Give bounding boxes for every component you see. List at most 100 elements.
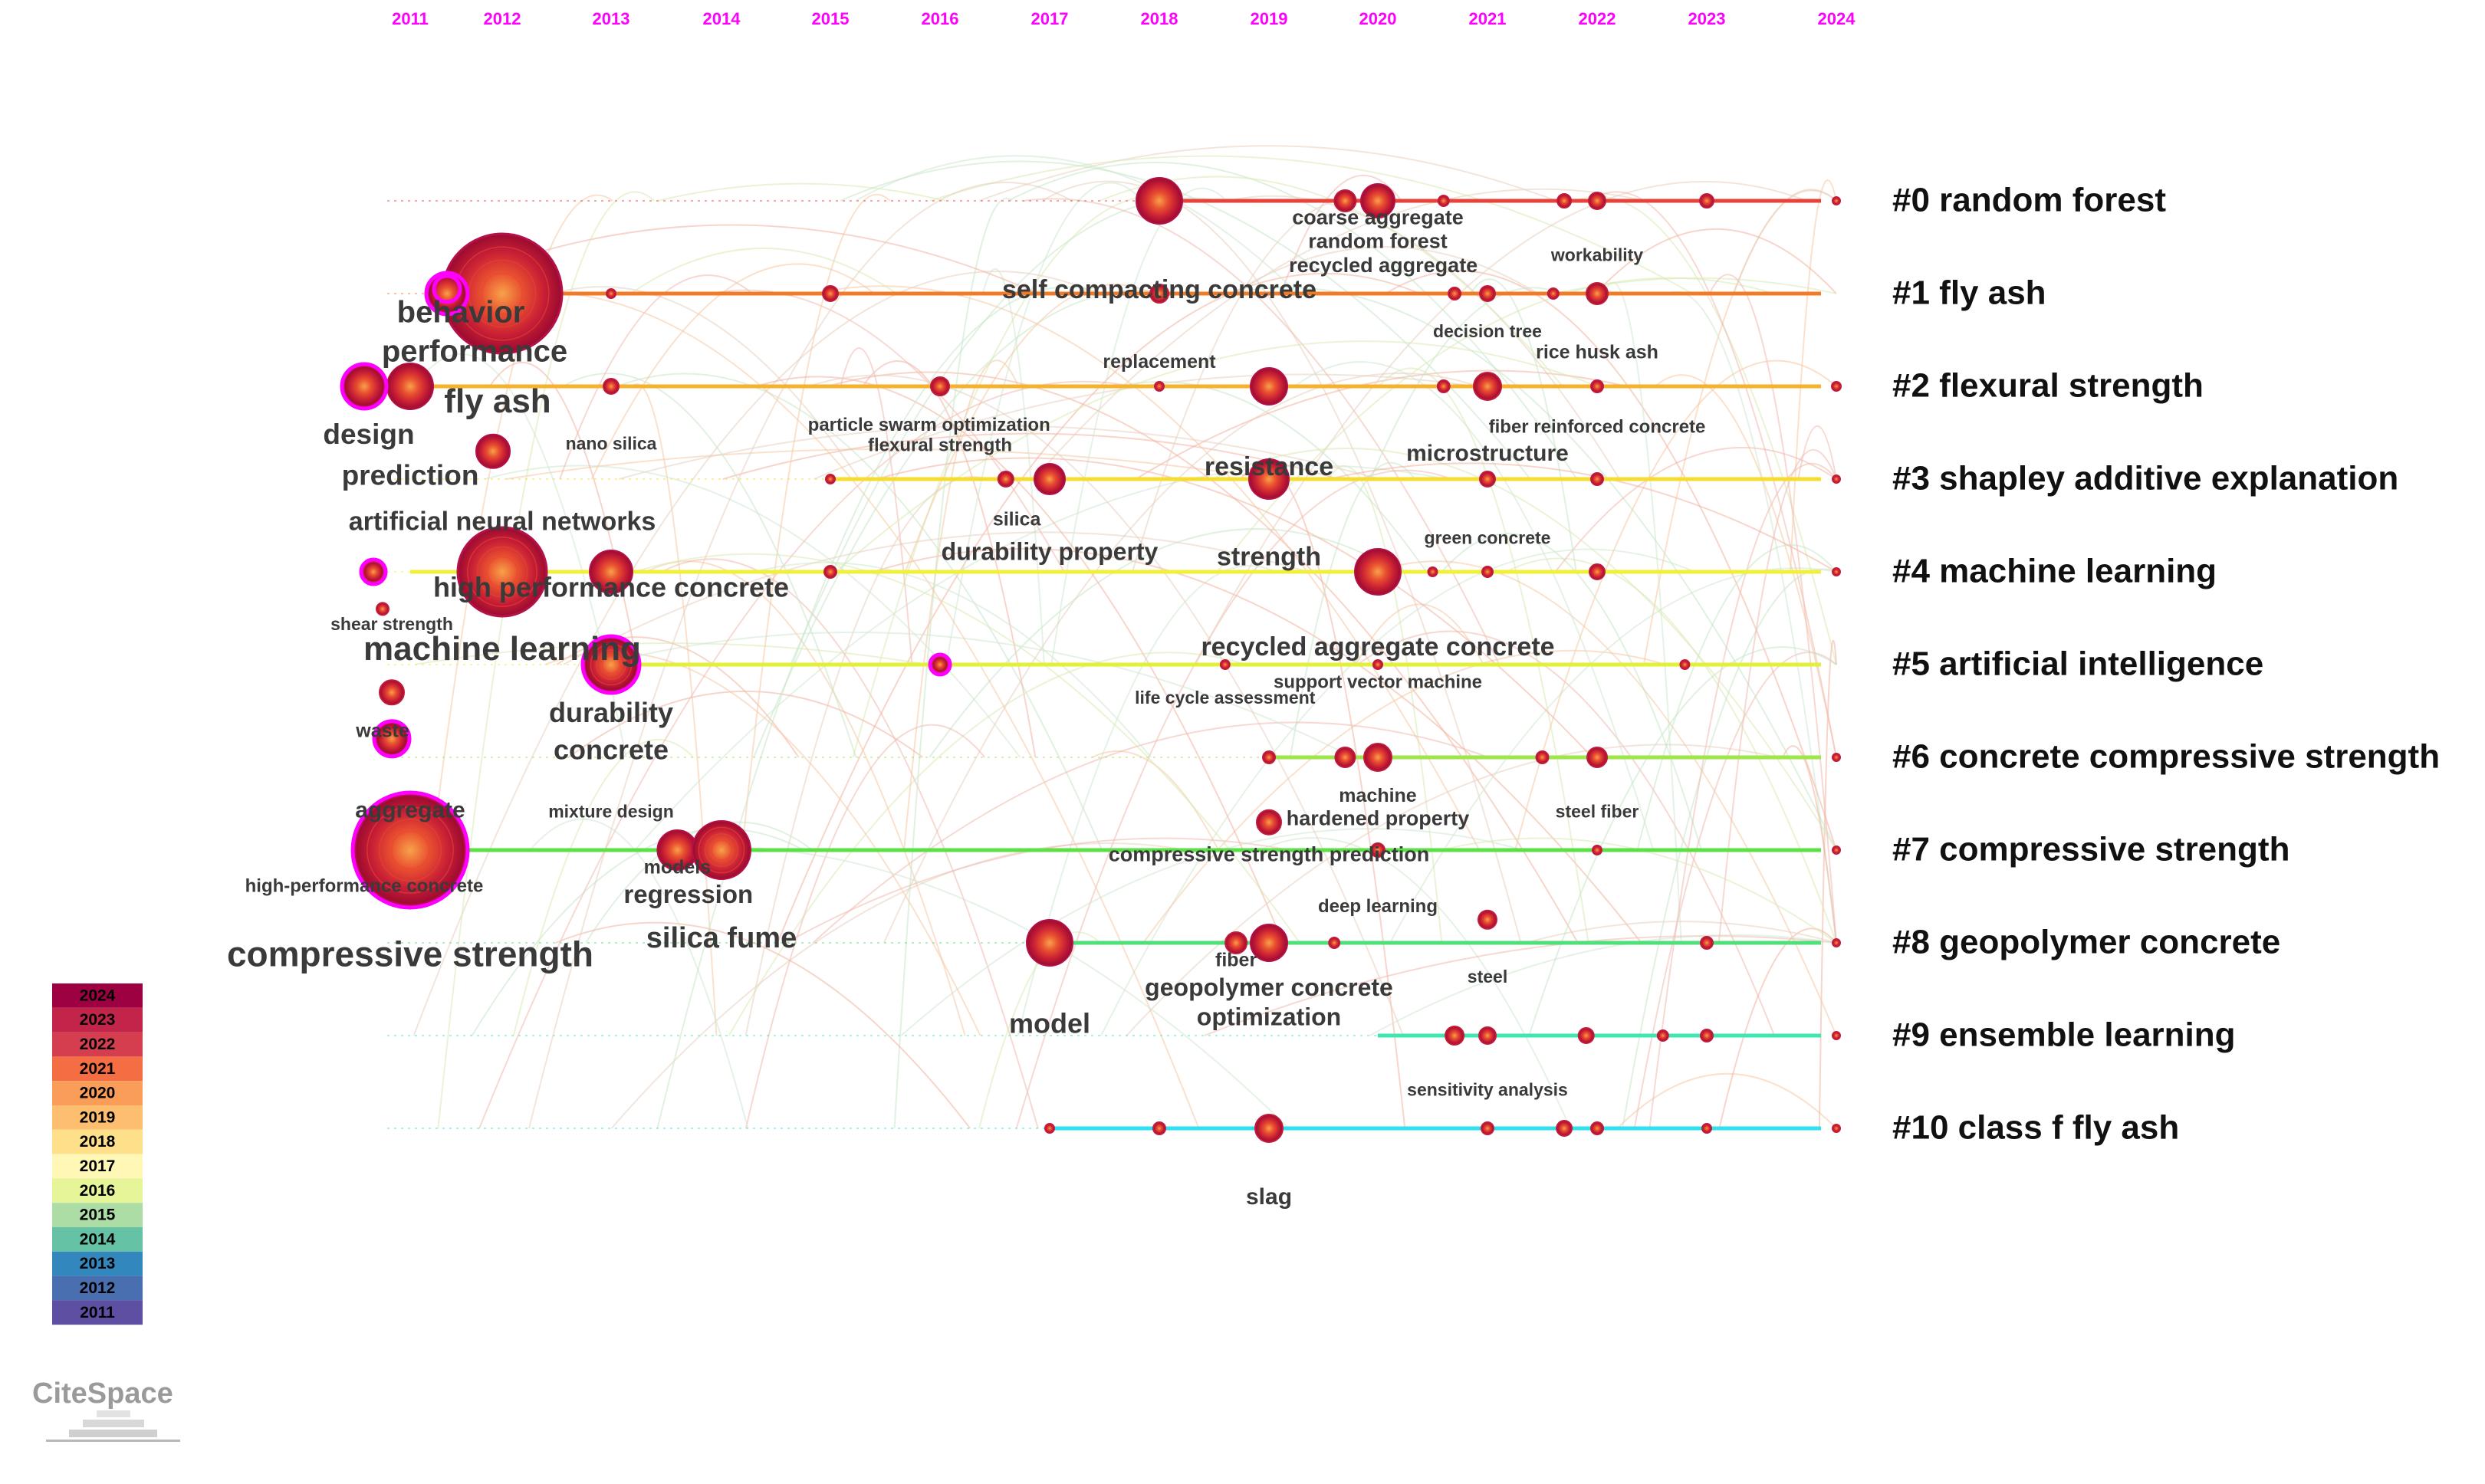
keyword-label: particle swarm optimization — [808, 415, 1050, 435]
citation-node[interactable] — [1832, 1031, 1841, 1040]
citation-node[interactable] — [1832, 1124, 1841, 1133]
citation-node[interactable] — [1445, 1026, 1465, 1046]
citation-node[interactable] — [1832, 938, 1841, 947]
citation-node[interactable] — [1149, 284, 1169, 304]
citation-node[interactable] — [589, 550, 633, 594]
citation-node[interactable] — [1479, 471, 1496, 488]
citation-node[interactable] — [1481, 566, 1494, 578]
citation-node[interactable] — [343, 366, 385, 407]
citation-node[interactable] — [1437, 195, 1450, 207]
citation-node[interactable] — [1590, 1121, 1604, 1135]
citation-node[interactable] — [606, 288, 616, 299]
citation-arc — [1195, 180, 1807, 665]
citation-node[interactable] — [1832, 753, 1841, 762]
citation-node[interactable] — [1026, 919, 1073, 967]
citation-node[interactable] — [1589, 563, 1606, 580]
citation-node[interactable] — [1360, 183, 1395, 218]
citation-node[interactable] — [379, 679, 405, 706]
citation-node[interactable] — [1535, 750, 1550, 764]
citation-node[interactable] — [1656, 1029, 1669, 1042]
citation-node[interactable] — [1479, 285, 1496, 302]
citation-node[interactable] — [1481, 1121, 1494, 1135]
keyword-label: waste — [355, 720, 409, 741]
keyword-label: high-performance concrete — [245, 875, 484, 896]
citation-node[interactable] — [1427, 566, 1438, 577]
citation-node[interactable] — [1478, 1026, 1497, 1045]
citation-node[interactable] — [1699, 193, 1714, 208]
citation-node[interactable] — [1701, 1123, 1712, 1134]
citation-arc — [1204, 935, 1837, 1036]
citation-node[interactable] — [692, 820, 751, 880]
citation-node[interactable] — [1248, 458, 1290, 500]
citation-node[interactable] — [1700, 1029, 1714, 1042]
year-label-2021: 2021 — [1469, 9, 1507, 28]
citation-node[interactable] — [1547, 287, 1560, 300]
citation-node[interactable] — [603, 378, 620, 395]
citation-node[interactable] — [1473, 372, 1502, 401]
citation-arc — [1289, 461, 1415, 758]
citation-node[interactable] — [475, 433, 511, 469]
citation-node[interactable] — [930, 376, 950, 396]
citation-node[interactable] — [1556, 1120, 1573, 1137]
citation-node[interactable] — [1372, 659, 1383, 670]
citation-node[interactable] — [825, 474, 836, 484]
citation-arc — [873, 547, 1642, 944]
citation-node[interactable] — [1154, 381, 1165, 392]
citation-node[interactable] — [823, 565, 837, 579]
citation-arc — [1007, 162, 1578, 480]
citation-node[interactable] — [1478, 909, 1497, 930]
citation-node[interactable] — [1831, 381, 1842, 392]
citation-node[interactable] — [1588, 192, 1606, 210]
citation-node[interactable] — [1262, 750, 1276, 764]
keyword-label: fly ash — [444, 382, 551, 420]
citation-node[interactable] — [1577, 1027, 1595, 1044]
citation-node[interactable] — [353, 793, 467, 907]
citation-node[interactable] — [1592, 845, 1602, 855]
citation-node[interactable] — [1700, 936, 1714, 950]
keyword-label: coarse aggregate — [1292, 205, 1464, 228]
citation-node[interactable] — [932, 656, 948, 673]
burst-ring — [359, 557, 388, 586]
citation-node[interactable] — [1448, 287, 1462, 300]
citation-node[interactable] — [1832, 567, 1841, 576]
citation-node[interactable] — [456, 526, 548, 618]
citation-node[interactable] — [1136, 177, 1183, 225]
citation-node[interactable] — [1354, 548, 1402, 596]
citation-node[interactable] — [1363, 743, 1392, 772]
citation-node[interactable] — [1333, 189, 1357, 212]
citation-node[interactable] — [1586, 747, 1608, 768]
citation-node[interactable] — [363, 561, 384, 583]
citation-node[interactable] — [997, 471, 1014, 488]
citation-node[interactable] — [1034, 463, 1066, 495]
citation-node[interactable] — [1590, 379, 1604, 393]
citation-node[interactable] — [1256, 809, 1282, 836]
citation-node[interactable] — [1254, 1114, 1284, 1143]
citation-node[interactable] — [376, 722, 408, 755]
citation-node[interactable] — [1328, 937, 1341, 949]
citation-node[interactable] — [1832, 845, 1841, 855]
citation-node[interactable] — [1250, 924, 1288, 962]
citation-node[interactable] — [1219, 659, 1231, 670]
citation-arc — [1231, 246, 1539, 294]
citation-node[interactable] — [1152, 1121, 1166, 1135]
citation-node[interactable] — [1334, 747, 1356, 768]
citation-node[interactable] — [1586, 282, 1609, 305]
citation-arc — [903, 360, 1019, 851]
citation-node[interactable] — [1590, 472, 1604, 486]
citation-arc — [552, 286, 860, 480]
citation-node[interactable] — [1556, 193, 1573, 208]
citation-node[interactable] — [1832, 474, 1841, 484]
legend-year-2018: 2018 — [80, 1133, 116, 1151]
citation-node[interactable] — [584, 638, 638, 691]
citation-node[interactable] — [386, 363, 434, 410]
citation-node[interactable] — [1679, 659, 1691, 670]
cluster-label-4: #4 machine learning — [1892, 553, 2217, 590]
citation-node[interactable] — [1044, 1123, 1055, 1134]
citation-node[interactable] — [1250, 367, 1288, 405]
citation-node[interactable] — [1224, 931, 1248, 954]
citation-node[interactable] — [376, 602, 390, 616]
citation-node[interactable] — [822, 285, 839, 302]
citation-node[interactable] — [1832, 196, 1841, 205]
citation-node[interactable] — [1370, 842, 1385, 858]
citation-node[interactable] — [1436, 379, 1451, 393]
